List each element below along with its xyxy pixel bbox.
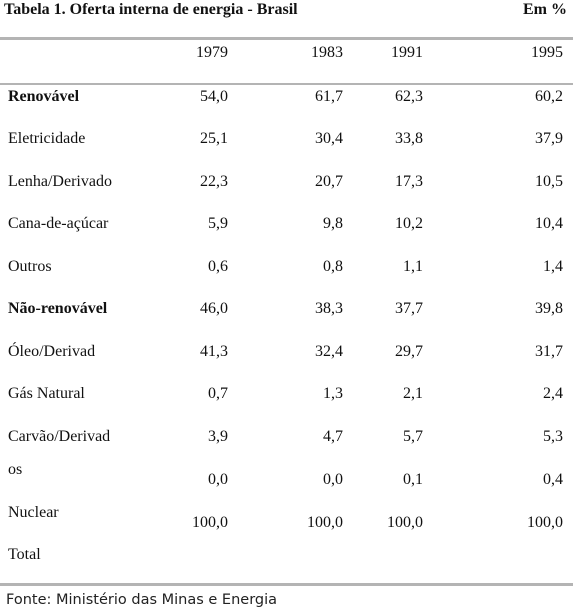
table-cell: 9,8 — [323, 215, 343, 232]
source-note: Fonte: Ministério das Minas e Energia — [6, 592, 278, 608]
table-cell: 3,9 — [208, 428, 228, 445]
table-cell: 38,3 — [315, 300, 343, 317]
table-cell: 41,3 — [200, 343, 228, 360]
year-header: 1979 — [196, 44, 228, 61]
table-cell: 0,1 — [403, 471, 423, 488]
table-cell: 46,0 — [200, 300, 228, 317]
table-cell: 10,4 — [535, 215, 563, 232]
table-cell: 25,1 — [200, 130, 228, 147]
row-label: Nuclear — [8, 504, 59, 521]
table-cell: 20,7 — [315, 173, 343, 190]
table-cell: 37,7 — [395, 300, 423, 317]
table-cell: 33,8 — [395, 130, 423, 147]
unit-label: Em % — [523, 1, 567, 18]
table-cell: 17,3 — [395, 173, 423, 190]
row-label: os — [8, 461, 23, 478]
table-cell: 100,0 — [192, 514, 228, 531]
table-cell: 0,0 — [208, 471, 228, 488]
header-rule — [0, 83, 573, 85]
table-cell: 2,4 — [543, 385, 563, 402]
table-cell: 0,7 — [208, 385, 228, 402]
table-cell: 39,8 — [535, 300, 563, 317]
table-cell: 1,3 — [323, 385, 343, 402]
table-cell: 100,0 — [527, 514, 563, 531]
table-cell: 5,7 — [403, 428, 423, 445]
table-cell: 1,4 — [543, 258, 563, 275]
table-cell: 0,0 — [323, 471, 343, 488]
table-cell: 2,1 — [403, 385, 423, 402]
table-cell: 31,7 — [535, 343, 563, 360]
table-cell: 60,2 — [535, 88, 563, 105]
table-cell: 54,0 — [200, 88, 228, 105]
table-cell: 30,4 — [315, 130, 343, 147]
row-label: Eletricidade — [8, 130, 86, 147]
year-header: 1983 — [311, 44, 343, 61]
table-cell: 100,0 — [307, 514, 343, 531]
year-header: 1995 — [531, 44, 563, 61]
row-label: Gás Natural — [8, 385, 85, 402]
table-cell: 10,5 — [535, 173, 563, 190]
year-header: 1991 — [391, 44, 423, 61]
table-cell: 37,9 — [535, 130, 563, 147]
row-label: Não-renovável — [8, 300, 108, 317]
row-label: Carvão/Derivad — [8, 428, 111, 445]
table-cell: 0,6 — [208, 258, 228, 275]
table-cell: 0,8 — [323, 258, 343, 275]
row-label: Cana-de-açúcar — [8, 215, 109, 232]
table-cell: 4,7 — [323, 428, 343, 445]
table-cell: 62,3 — [395, 88, 423, 105]
table-cell: 32,4 — [315, 343, 343, 360]
table-cell: 0,4 — [543, 471, 563, 488]
table-cell: 5,9 — [208, 215, 228, 232]
table-cell: 100,0 — [387, 514, 423, 531]
table-cell: 5,3 — [543, 428, 563, 445]
row-label: Total — [8, 546, 41, 563]
table-cell: 1,1 — [403, 258, 423, 275]
bottom-rule — [0, 583, 573, 586]
table-cell: 10,2 — [395, 215, 423, 232]
table-cell: 29,7 — [395, 343, 423, 360]
table-cell: 61,7 — [315, 88, 343, 105]
row-label: Outros — [8, 258, 52, 275]
top-rule — [0, 37, 573, 40]
row-label: Renovável — [8, 88, 80, 105]
table-title: Tabela 1. Oferta interna de energia - Br… — [4, 1, 298, 18]
row-label: Lenha/Derivado — [8, 173, 112, 190]
row-label: Óleo/Derivad — [8, 343, 96, 360]
table-cell: 22,3 — [200, 173, 228, 190]
